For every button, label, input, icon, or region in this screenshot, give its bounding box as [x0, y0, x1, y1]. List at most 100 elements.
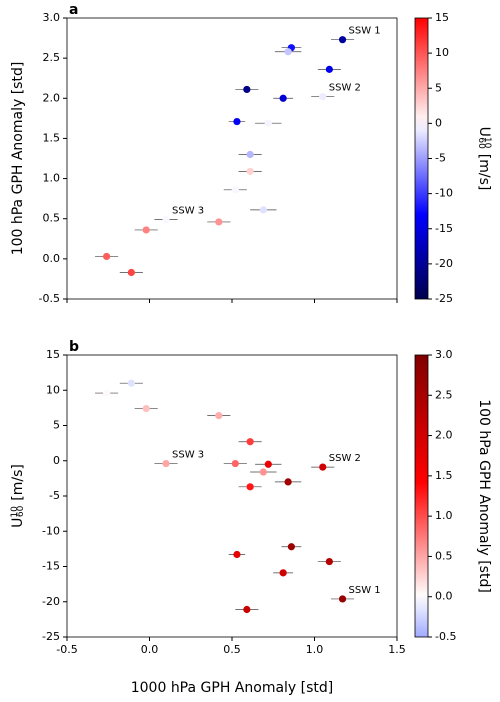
- data-point: [103, 252, 111, 261]
- colorbar-tick-label: 2.0: [435, 429, 453, 442]
- y-tick-label: 10: [46, 383, 60, 396]
- colorbar-tick-label: 10: [435, 46, 449, 59]
- colorbar-tick-label: 5: [435, 81, 442, 94]
- point-annotation: SSW 1: [349, 585, 381, 596]
- colorbar-tick-label: 0: [435, 116, 442, 129]
- y-tick-label: 0.0: [43, 252, 61, 265]
- axis-label: U1060 [m/s]: [10, 464, 26, 528]
- y-tick-label: -10: [42, 524, 60, 537]
- point-annotation: SSW 2: [329, 83, 361, 94]
- data-point: [162, 459, 170, 468]
- y-tick-label: -25: [42, 630, 60, 643]
- x-tick-label: 1.0: [306, 643, 324, 656]
- colorbar: [414, 17, 429, 300]
- data-point: [231, 459, 239, 468]
- data-point: [279, 569, 287, 577]
- label-sup: 10: [10, 506, 20, 518]
- data-point: [215, 218, 223, 226]
- data-point: [284, 478, 292, 486]
- data-point: [162, 215, 170, 224]
- data-point: [338, 36, 347, 44]
- data-point: [246, 150, 254, 159]
- data-point: [284, 48, 292, 56]
- colorbar-tick-label: 15: [435, 11, 449, 24]
- data-point: [246, 483, 254, 491]
- colorbar-tick-label: -20: [435, 257, 453, 270]
- colorbar-tick-label: 1.0: [435, 509, 453, 522]
- data-point: [259, 206, 267, 214]
- data-point: [319, 93, 327, 101]
- label-base: U: [10, 518, 26, 528]
- axis-label: 100 hPa GPH Anomaly [std]: [476, 399, 492, 593]
- data-point: [325, 557, 333, 566]
- plot-frame: [66, 354, 398, 638]
- data-point: [246, 438, 254, 446]
- data-point: [264, 119, 272, 127]
- y-tick-label: 2.5: [43, 51, 61, 64]
- label-sup: 10: [482, 137, 492, 149]
- panel-letter: a: [69, 2, 78, 18]
- data-point: [233, 117, 241, 126]
- data-point: [246, 167, 254, 175]
- x-tick-label: 0.5: [223, 643, 241, 656]
- y-tick-label: 0: [53, 454, 60, 467]
- point-annotation: SSW 3: [172, 450, 204, 461]
- label-unit: [m/s]: [10, 464, 26, 501]
- data-point: [287, 543, 295, 551]
- data-point: [127, 268, 135, 277]
- colorbar-tick-label: -15: [435, 222, 453, 235]
- data-point: [231, 186, 239, 194]
- data-point: [243, 85, 251, 94]
- y-tick-label: 5: [53, 419, 60, 432]
- y-tick-label: 15: [46, 348, 60, 361]
- data-point: [142, 226, 150, 234]
- y-tick-label: -20: [42, 595, 60, 608]
- colorbar-tick-label: 1.5: [435, 469, 453, 482]
- colorbar-tick-label: -0.5: [435, 630, 456, 643]
- y-tick-label: 2.0: [43, 91, 61, 104]
- label-base: U: [476, 127, 492, 137]
- data-point: [142, 404, 150, 413]
- data-point: [127, 379, 135, 387]
- data-point: [233, 550, 241, 559]
- x-axis-label: 1000 hPa GPH Anomaly [std]: [131, 680, 334, 696]
- colorbar: [414, 354, 429, 638]
- data-point: [279, 94, 287, 102]
- y-tick-label: 3.0: [43, 11, 61, 24]
- data-point: [264, 460, 272, 468]
- y-tick-label: -15: [42, 560, 60, 573]
- axis-label: 100 hPa GPH Anomaly [std]: [10, 62, 26, 256]
- colorbar-tick-label: 2.5: [435, 388, 453, 401]
- label-sub: 60: [476, 137, 486, 149]
- data-point: [103, 389, 111, 397]
- label-sub: 60: [16, 505, 26, 517]
- x-tick-label: 0.0: [141, 643, 159, 656]
- y-tick-label: 1.0: [43, 172, 61, 185]
- x-tick-label: 1.5: [388, 643, 406, 656]
- y-tick-label: -0.5: [39, 292, 60, 305]
- colorbar-tick-label: 0.5: [435, 549, 453, 562]
- data-point: [243, 605, 251, 614]
- axis-label: U1060 [m/s]: [476, 127, 492, 191]
- data-point: [319, 463, 327, 471]
- colorbar-tick-label: -25: [435, 292, 453, 305]
- data-point: [325, 65, 333, 73]
- y-tick-label: 0.5: [43, 212, 61, 225]
- point-annotation: SSW 2: [329, 453, 361, 464]
- label-unit: [m/s]: [476, 154, 492, 191]
- data-point: [259, 468, 267, 476]
- x-tick-label: -0.5: [56, 643, 77, 656]
- colorbar-tick-label: -5: [435, 152, 446, 165]
- point-annotation: SSW 3: [172, 206, 204, 217]
- panel-letter: b: [69, 339, 79, 355]
- y-tick-label: 1.5: [43, 131, 61, 144]
- data-point: [338, 595, 347, 603]
- colorbar-tick-label: -10: [435, 187, 453, 200]
- data-point: [215, 412, 223, 420]
- point-annotation: SSW 1: [349, 26, 381, 37]
- colorbar-tick-label: 0.0: [435, 590, 453, 603]
- colorbar-tick-label: 3.0: [435, 348, 453, 361]
- plot-frame: [66, 17, 398, 300]
- y-tick-label: -5: [49, 489, 60, 502]
